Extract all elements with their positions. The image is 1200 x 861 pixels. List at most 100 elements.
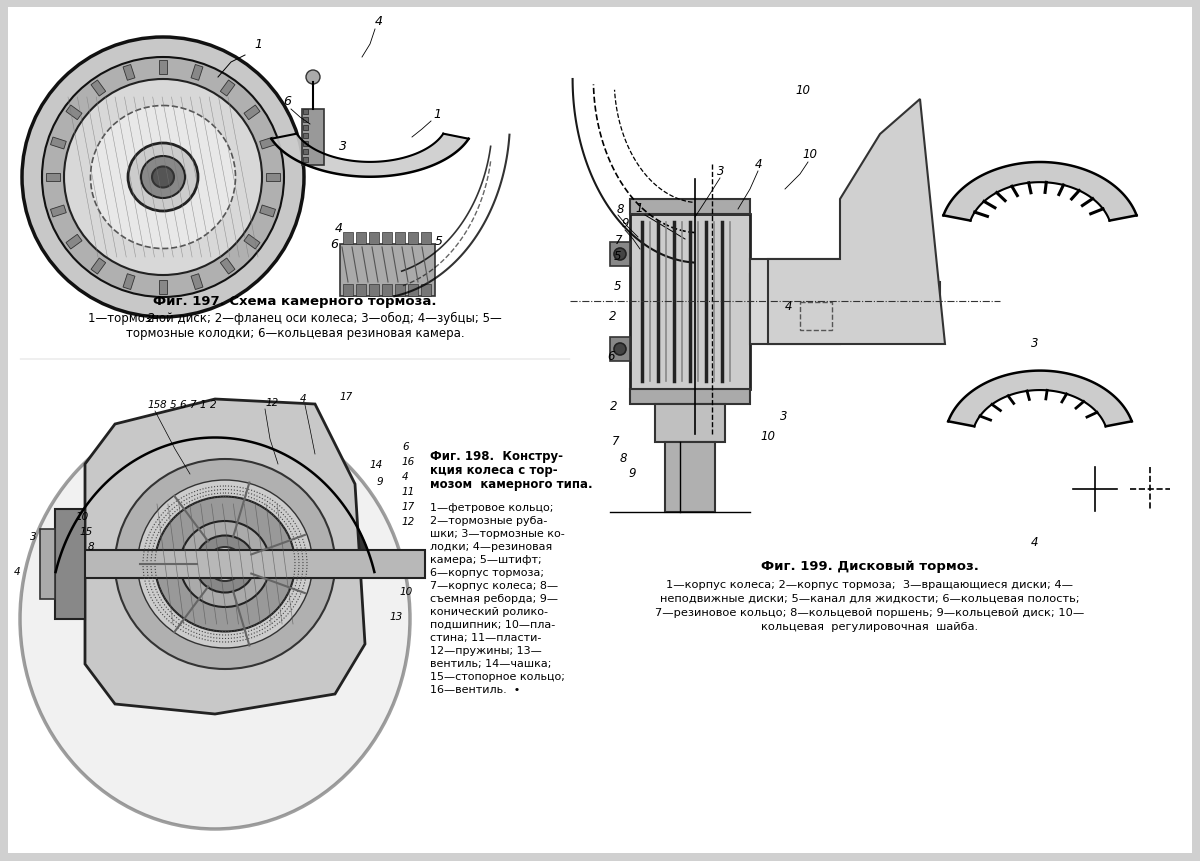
Text: 12: 12: [402, 517, 415, 526]
Text: мозом  камерного типа.: мозом камерного типа.: [430, 478, 593, 491]
Bar: [655, 405, 725, 443]
Text: 6—корпус тормоза;: 6—корпус тормоза;: [430, 567, 544, 578]
Bar: [630, 214, 750, 389]
Text: 15: 15: [148, 400, 161, 410]
Text: 4: 4: [755, 158, 762, 170]
Bar: [370, 285, 379, 297]
Text: 3: 3: [718, 164, 725, 177]
Bar: [750, 275, 778, 330]
Text: 3: 3: [780, 410, 787, 423]
Text: 6: 6: [607, 350, 614, 362]
Bar: [382, 232, 392, 245]
Bar: [40, 530, 55, 599]
Text: 8: 8: [617, 202, 624, 216]
Text: Фиг. 198.  Констру-: Фиг. 198. Констру-: [430, 449, 563, 462]
Ellipse shape: [162, 597, 277, 691]
Bar: [158, 281, 167, 294]
Text: 13: 13: [390, 611, 403, 622]
Text: 7: 7: [190, 400, 196, 410]
Text: 8: 8: [620, 451, 628, 464]
Bar: [91, 81, 106, 97]
Text: 4: 4: [14, 567, 20, 576]
Ellipse shape: [64, 80, 262, 276]
Text: 7: 7: [612, 435, 619, 448]
Ellipse shape: [42, 58, 284, 298]
Text: 10: 10: [796, 84, 810, 97]
Text: 5: 5: [614, 250, 622, 263]
Ellipse shape: [22, 38, 304, 318]
Text: 10: 10: [802, 148, 817, 161]
Text: 1: 1: [199, 400, 205, 410]
Bar: [800, 303, 832, 331]
Text: 17: 17: [402, 501, 415, 511]
Polygon shape: [943, 163, 1136, 221]
Bar: [665, 443, 715, 512]
Text: 16: 16: [402, 456, 415, 467]
Text: 4: 4: [402, 472, 409, 481]
Text: 2—тормозные руба-: 2—тормозные руба-: [430, 516, 547, 525]
Text: неподвижные диски; 5—канал для жидкости; 6—кольцевая полость;: неподвижные диски; 5—канал для жидкости;…: [660, 593, 1080, 604]
Text: 17: 17: [340, 392, 353, 401]
Text: Фиг. 197. Схема камерного тормоза.: Фиг. 197. Схема камерного тормоза.: [154, 294, 437, 307]
Bar: [750, 260, 840, 344]
Bar: [630, 200, 750, 214]
Bar: [382, 285, 392, 297]
Bar: [421, 285, 431, 297]
Polygon shape: [948, 371, 1132, 427]
Text: 9: 9: [628, 467, 636, 480]
Text: 2: 2: [610, 400, 618, 412]
Text: лодки; 4—резиновая: лодки; 4—резиновая: [430, 542, 552, 551]
Bar: [610, 243, 630, 267]
Text: 7—корпус колеса; 8—: 7—корпус колеса; 8—: [430, 580, 558, 591]
Bar: [302, 118, 308, 123]
Bar: [244, 235, 260, 250]
Polygon shape: [55, 438, 374, 585]
Ellipse shape: [64, 80, 262, 276]
Bar: [91, 258, 106, 275]
Bar: [395, 285, 406, 297]
Text: 4: 4: [1031, 536, 1039, 548]
Text: 6: 6: [179, 400, 186, 410]
Bar: [266, 174, 280, 182]
Text: конический ролико-: конический ролико-: [430, 606, 548, 616]
Text: 1—фетровое кольцо;: 1—фетровое кольцо;: [430, 503, 553, 512]
Bar: [408, 232, 418, 245]
Bar: [221, 81, 235, 97]
Bar: [55, 510, 85, 619]
Text: Фиг. 199. Дисковый тормоз.: Фиг. 199. Дисковый тормоз.: [761, 560, 979, 573]
Text: 6: 6: [330, 238, 338, 251]
Bar: [421, 232, 431, 245]
Bar: [302, 126, 308, 131]
Bar: [395, 232, 406, 245]
Bar: [356, 285, 366, 297]
Bar: [302, 110, 324, 166]
Ellipse shape: [180, 522, 270, 607]
Ellipse shape: [90, 107, 235, 249]
Text: 1—тормозной диск; 2—фланец оси колеса; 3—обод; 4—зубцы; 5—: 1—тормозной диск; 2—фланец оси колеса; 3…: [88, 312, 502, 325]
Text: 12: 12: [265, 398, 278, 407]
Bar: [74, 550, 425, 579]
Bar: [221, 258, 235, 275]
Text: 4: 4: [300, 393, 307, 404]
Text: 1: 1: [254, 38, 262, 51]
Bar: [343, 232, 353, 245]
Text: 3: 3: [30, 531, 37, 542]
Text: 4: 4: [785, 300, 792, 313]
Bar: [356, 232, 366, 245]
Text: камера; 5—штифт;: камера; 5—штифт;: [430, 554, 541, 564]
Bar: [302, 110, 308, 115]
Bar: [124, 275, 134, 290]
Text: шки; 3—тормозные ко-: шки; 3—тормозные ко-: [430, 529, 565, 538]
Ellipse shape: [180, 607, 260, 672]
Text: 1: 1: [635, 201, 642, 214]
Polygon shape: [85, 400, 365, 714]
Text: вентиль; 14—чашка;: вентиль; 14—чашка;: [430, 659, 551, 668]
Bar: [840, 282, 940, 325]
Text: 10: 10: [400, 586, 413, 597]
Ellipse shape: [142, 157, 185, 199]
Circle shape: [614, 344, 626, 356]
Bar: [408, 285, 418, 297]
Text: кция колеса с тор-: кция колеса с тор-: [430, 463, 558, 476]
Bar: [124, 65, 134, 81]
Ellipse shape: [194, 536, 256, 593]
